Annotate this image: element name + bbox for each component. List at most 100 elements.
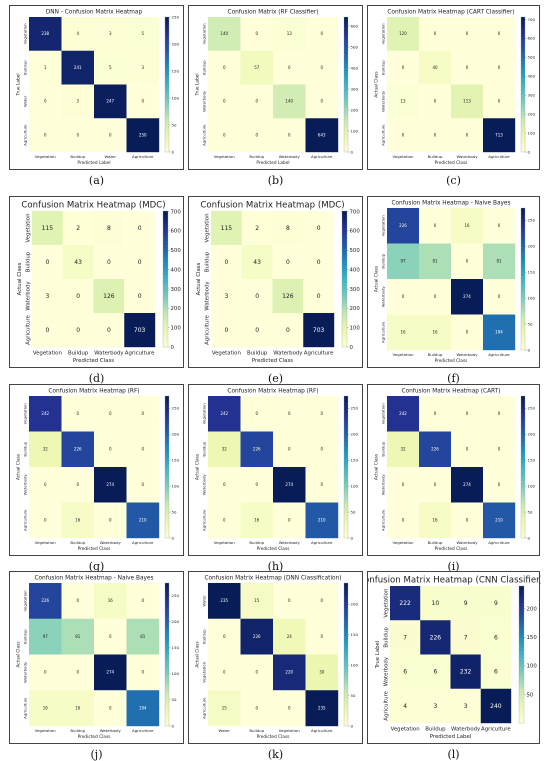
heatmap-cell [94,467,127,503]
colorbar-segment [342,211,347,215]
colorbar-segment [165,438,169,443]
colorbar-segment [521,321,525,326]
cell-value-label: 0 [223,99,226,104]
heatmap-cell [419,431,452,468]
colorbar-segment [521,81,525,85]
colorbar-tick-label: 0 [528,347,531,352]
colorbar-segment [521,314,525,319]
heatmap-cell [240,654,274,691]
colorbar-tick-label: 0 [350,345,354,351]
colorbar-segment [521,74,525,79]
colorbar-segment [165,700,169,705]
y-tick-label: Agriculture [23,124,28,146]
colorbar-segment [521,342,525,347]
heatmap-cell [208,50,241,85]
cell-value-label: 0 [109,411,112,416]
heatmap-cell [29,431,62,468]
cell-value-label: 0 [255,31,258,36]
cell-value-label: 0 [498,31,501,36]
colorbar-segment [519,681,524,686]
colorbar-segment [165,470,169,475]
colorbar-segment [521,438,525,443]
cell-value-label: 9 [494,600,498,607]
colorbar-segment [163,258,168,263]
panel-caption: (j) [90,748,103,761]
colorbar-tick-label: 100 [527,664,538,670]
colorbar-segment [521,17,525,21]
colorbar-segment [519,699,524,703]
colorbar-segment [163,217,168,222]
x-tick-label: Vegetation [214,154,236,159]
colorbar-segment [344,516,348,521]
colorbar-segment [165,396,169,400]
y-tick-label: Water [23,95,28,107]
colorbar-segment [344,417,348,422]
colorbar-segment [344,148,348,153]
colorbar-segment [521,513,525,517]
heatmap-cell [451,467,484,503]
heatmap-cell [451,208,484,244]
heatmap-cell [32,211,63,246]
cell-value-label: 0 [76,670,79,675]
colorbar-segment [519,586,524,590]
heatmap-cell [273,583,306,619]
heatmap-cell [241,211,273,246]
chart-title: Confusion Matrix (RF Classifier) [228,10,319,16]
colorbar-segment [344,98,348,102]
y-tick-label: Agriculture [23,509,28,531]
heatmap-svg: Confusion Matrix Heatmap - Naive Bayes 22… [374,201,536,365]
heatmap-cell [208,583,241,619]
heatmap-cell [240,618,274,655]
heatmap-cell [390,620,421,655]
heatmap-cell [61,654,95,691]
heatmap-cell [240,50,274,85]
colorbar-segment [342,214,347,219]
heatmap-cell [126,431,160,468]
colorbar-segment [521,40,525,45]
colorbar-segment [165,708,169,712]
panel-caption: (e) [267,372,284,385]
colorbar-segment [344,477,348,482]
colorbar-segment [165,467,169,471]
colorbar-segment [165,513,169,517]
cell-value-label: 0 [76,598,79,603]
cell-value-label: 0 [498,411,501,416]
heatmap-cell [387,50,420,85]
colorbar-segment [163,268,168,273]
colorbar-segment [521,37,525,41]
cell-value-label: 220 [285,670,293,675]
colorbar-segment [165,622,169,627]
heatmap-cell [208,618,241,655]
colorbar-segment [344,686,348,691]
cell-value-label: 0 [434,31,437,36]
heatmap-cell [419,84,452,119]
colorbar-tick-label: 700 [171,209,182,215]
colorbar-segment [344,84,348,89]
colorbar-segment [165,693,169,698]
colorbar-segment [344,125,348,129]
cell-value-label: 32 [43,447,49,452]
heatmap-cell [273,84,306,119]
cell-value-label: 0 [434,411,437,416]
colorbar-segment [344,586,348,591]
y-tick-label: Vegetation [205,213,211,242]
colorbar-segment [165,608,169,612]
colorbar-segment [163,340,168,344]
colorbar-segment [344,47,348,52]
colorbar-segment [344,643,348,648]
colorbar-segment [521,135,525,139]
colorbar-tick-label: 600 [528,36,536,41]
heatmap-cell [419,208,452,244]
cell-value-label: 0 [141,99,144,104]
colorbar-segment [344,57,348,62]
colorbar-segment [342,340,347,344]
cell-value-label: 16 [464,223,470,228]
colorbar-segment [344,396,348,400]
colorbar-segment [165,114,169,119]
heatmap-cell [126,654,160,691]
colorbar-segment [165,121,169,126]
y-tick-label: Vegetation [381,215,386,237]
heatmap-cell [240,583,274,619]
heatmap-cell [241,245,273,280]
colorbar-segment [521,530,525,535]
